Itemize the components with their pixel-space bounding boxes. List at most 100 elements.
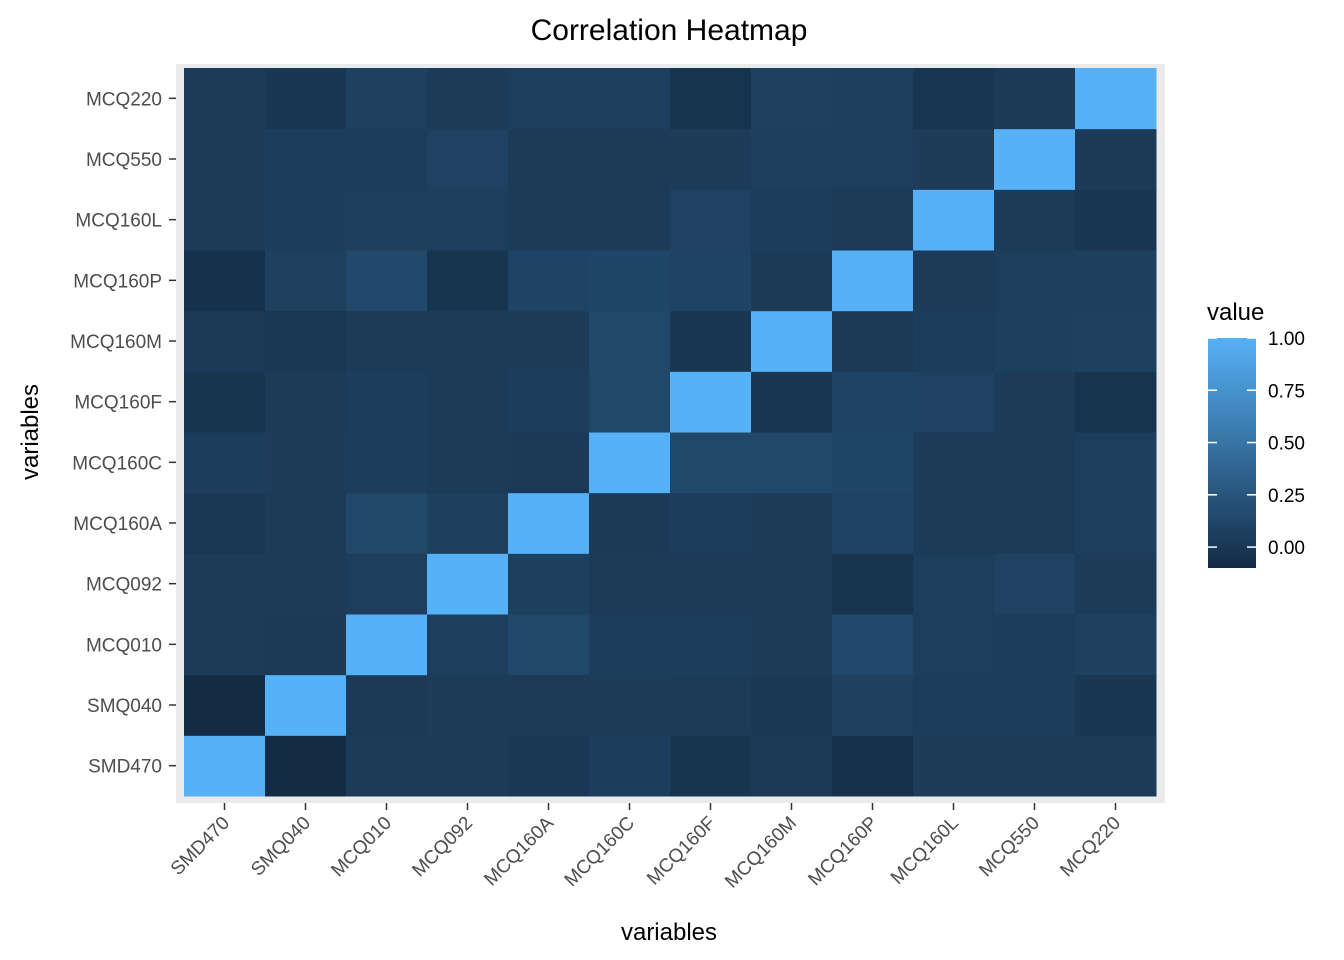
heatmap-cell <box>670 492 752 554</box>
legend-tick-label: 0.00 <box>1268 538 1305 559</box>
heatmap-cell <box>427 674 509 736</box>
x-tick-label: MCQ092 <box>408 813 477 882</box>
heatmap-cell <box>994 492 1076 554</box>
heatmap-cell <box>265 310 347 372</box>
heatmap-cell <box>184 735 266 797</box>
heatmap-cell <box>346 735 428 797</box>
heatmap-cell <box>913 674 995 736</box>
heatmap-cell <box>994 310 1076 372</box>
heatmap-cell <box>832 735 914 797</box>
heatmap-cell <box>1075 128 1157 190</box>
heatmap-cell <box>589 553 671 615</box>
heatmap-cell <box>184 189 266 251</box>
heatmap-cell <box>184 614 266 676</box>
heatmap-cell <box>913 432 995 494</box>
heatmap-cell <box>994 614 1076 676</box>
heatmap-cell <box>670 250 752 312</box>
heatmap-cell <box>589 674 671 736</box>
heatmap-cell <box>913 371 995 433</box>
y-tick-label: MCQ220 <box>86 89 162 110</box>
heatmap-cell <box>184 553 266 615</box>
heatmap-cell <box>508 735 590 797</box>
y-tick-label: MCQ092 <box>86 575 162 596</box>
x-axis-title: variables <box>621 919 717 946</box>
heatmap-cell <box>832 371 914 433</box>
heatmap-cell <box>508 492 590 554</box>
x-tick-label: MCQ010 <box>327 813 396 882</box>
y-axis: SMD470 SMQ040 MCQ010 MCQ092 MCQ160A MCQ160C MC… <box>70 89 176 778</box>
heatmap-cell <box>751 189 833 251</box>
x-tick-label: MCQ550 <box>975 813 1044 882</box>
heatmap-cell <box>751 432 833 494</box>
chart-title: Correlation Heatmap <box>531 14 808 47</box>
heatmap-cell <box>427 371 509 433</box>
y-tick-label: MCQ160P <box>73 271 162 292</box>
heatmap-cell <box>670 553 752 615</box>
heatmap-cell <box>508 310 590 372</box>
heatmap-cell <box>913 553 995 615</box>
legend-colorbar <box>1208 338 1256 568</box>
heatmap-cell <box>184 371 266 433</box>
heatmap-cell <box>751 614 833 676</box>
heatmap-cell <box>670 674 752 736</box>
y-tick-label: MCQ160L <box>75 211 162 232</box>
heatmap-cell <box>184 128 266 190</box>
heatmap-cell <box>346 674 428 736</box>
heatmap-cell <box>913 128 995 190</box>
heatmap-cell <box>427 553 509 615</box>
heatmap-cell <box>265 674 347 736</box>
legend-tick-label: 1.00 <box>1268 329 1305 350</box>
y-tick-label: MCQ160M <box>70 332 162 353</box>
heatmap-cell <box>832 674 914 736</box>
heatmap-cell <box>751 492 833 554</box>
heatmap-cell <box>1075 735 1157 797</box>
heatmap-cell <box>913 614 995 676</box>
legend-title: value <box>1207 299 1264 326</box>
heatmap-cell <box>265 128 347 190</box>
legend-ticks: 0.00 0.25 0.50 0.75 1.00 <box>1208 329 1305 559</box>
heatmap-cell <box>508 68 590 130</box>
heatmap-cell <box>427 310 509 372</box>
heatmap-cell <box>1075 371 1157 433</box>
heatmap-cell <box>265 68 347 130</box>
heatmap-cell <box>184 492 266 554</box>
heatmap-cell <box>832 492 914 554</box>
heatmap-cell <box>913 68 995 130</box>
heatmap-cell <box>265 189 347 251</box>
heatmap-cell <box>265 614 347 676</box>
heatmap-cell <box>346 68 428 130</box>
heatmap-cell <box>427 492 509 554</box>
heatmap-cell <box>427 735 509 797</box>
heatmap-cell <box>1075 310 1157 372</box>
heatmap-cell <box>751 310 833 372</box>
heatmap-cell <box>427 189 509 251</box>
heatmap-cell <box>184 310 266 372</box>
heatmap-cell <box>508 553 590 615</box>
heatmap-cell <box>589 432 671 494</box>
legend-tick-label: 0.50 <box>1268 434 1305 455</box>
heatmap-cell <box>589 310 671 372</box>
heatmap-cell <box>751 250 833 312</box>
heatmap-cell <box>913 735 995 797</box>
heatmap-cell <box>346 432 428 494</box>
heatmap-cell <box>832 432 914 494</box>
heatmap-cell <box>832 250 914 312</box>
x-axis: SMD470 SMQ040 MCQ010 MCQ092 MCQ160A MCQ160C MC… <box>167 803 1125 892</box>
heatmap-cell <box>265 553 347 615</box>
y-axis-title: variables <box>17 384 44 480</box>
x-tick-label: MCQ160C <box>561 813 639 891</box>
heatmap-cell <box>265 735 347 797</box>
y-tick-label: MCQ010 <box>86 635 162 656</box>
heatmap-cell <box>994 735 1076 797</box>
heatmap-cell <box>670 68 752 130</box>
heatmap-cell <box>184 250 266 312</box>
heatmap-cell <box>427 250 509 312</box>
heatmap-cell <box>670 310 752 372</box>
heatmap-cell <box>751 371 833 433</box>
x-tick-label: MCQ220 <box>1056 813 1125 882</box>
heatmap-cell <box>508 189 590 251</box>
heatmap-cell <box>346 250 428 312</box>
x-tick-label: SMD470 <box>167 813 234 880</box>
heatmap-cell <box>1075 250 1157 312</box>
heatmap-cell <box>1075 68 1157 130</box>
